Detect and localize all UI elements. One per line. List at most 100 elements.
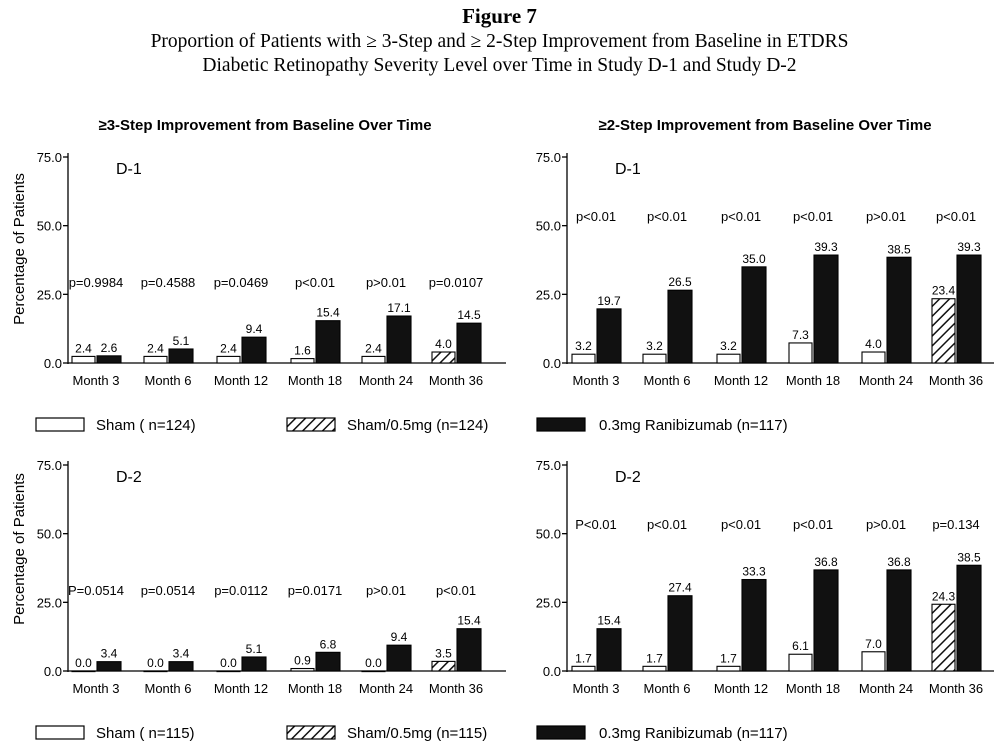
x-tick-label: Month 36 (429, 681, 483, 696)
data-label-sham: 0.0 (147, 656, 164, 670)
data-label-ranibizumab: 15.4 (457, 614, 481, 628)
p-value-label: p<0.01 (936, 209, 976, 224)
bar-ranibizumab (96, 355, 122, 364)
bar-sham (71, 670, 96, 673)
chart-d1-3-step: D-1 0.0 25.0 50.0 75.0 2.4 2.6 Month 3 p=0.9984 2… (37, 150, 506, 388)
x-tick-label: Month 6 (644, 373, 691, 388)
bar-sham (861, 351, 886, 364)
x-tick-label: Month 18 (288, 681, 342, 696)
data-label-sham: 7.3 (792, 328, 809, 342)
data-label-ranibizumab: 33.3 (742, 565, 766, 579)
legend-label-sham-05mg: Sham/0.5mg (n=124) (347, 417, 488, 434)
y-axis-label-top: Percentage of Patients (11, 173, 28, 325)
x-tick-label: Month 18 (288, 373, 342, 388)
x-tick-label: Month 12 (214, 373, 268, 388)
legend-swatch-sham (35, 725, 85, 740)
x-tick-label: Month 3 (573, 681, 620, 696)
bar-sham (861, 651, 886, 672)
legend-d2: Sham ( n=115) Sham/0.5mg (n=115) 0.3mg R… (35, 725, 788, 742)
bar-ranibizumab (241, 656, 267, 672)
y-axis-label-bottom: Percentage of Patients (11, 473, 28, 625)
data-label-sham: 1.7 (646, 651, 663, 665)
p-value-label: p=0.0112 (214, 583, 268, 598)
data-label-ranibizumab: 3.4 (101, 647, 118, 661)
data-label-sham: 0.0 (220, 656, 237, 670)
y-tick-label: 0.0 (44, 664, 62, 679)
data-label-ranibizumab: 6.8 (320, 637, 337, 651)
legend-label-ranibizumab: 0.3mg Ranibizumab (n=117) (599, 417, 788, 434)
figure-caption-line-1: Proportion of Patients with ≥ 3-Step and… (150, 31, 849, 52)
bar-ranibizumab (956, 564, 982, 672)
y-tick-label: 25.0 (37, 595, 62, 610)
bar-ranibizumab (741, 578, 767, 672)
bar-sham-05mg (431, 351, 456, 364)
legend-label-sham-05mg: Sham/0.5mg (n=115) (347, 725, 487, 742)
bar-ranibizumab (596, 308, 622, 364)
bar-ranibizumab (386, 644, 412, 672)
data-label-sham: 4.0 (435, 337, 452, 351)
bar-sham (290, 667, 315, 672)
data-label-sham: 3.2 (720, 339, 737, 353)
p-value-label: p<0.01 (295, 275, 335, 290)
data-label-ranibizumab: 2.6 (101, 341, 118, 355)
bar-sham (788, 653, 813, 672)
legend-label-sham: Sham ( n=124) (96, 417, 196, 434)
data-label-ranibizumab: 9.4 (391, 630, 408, 644)
data-label-ranibizumab: 15.4 (316, 306, 340, 320)
p-value-label: p<0.01 (436, 583, 476, 598)
bar-ranibizumab (386, 315, 412, 364)
data-label-ranibizumab: 19.7 (597, 294, 621, 308)
x-tick-label: Month 3 (573, 373, 620, 388)
legend-d1: Sham ( n=124) Sham/0.5mg (n=124) 0.3mg R… (35, 417, 788, 434)
bar-ranibizumab (168, 661, 194, 672)
y-tick-label: 75.0 (37, 150, 62, 165)
legend-swatch-ranibizumab (536, 725, 586, 740)
bar-sham (571, 665, 596, 672)
data-label-ranibizumab: 36.8 (814, 555, 838, 569)
legend-label-sham: Sham ( n=115) (96, 725, 195, 742)
data-label-ranibizumab: 38.5 (957, 550, 981, 564)
p-value-label: p<0.01 (647, 209, 687, 224)
data-label-ranibizumab: 5.1 (246, 642, 263, 656)
data-label-ranibizumab: 39.3 (957, 240, 981, 254)
x-tick-label: Month 24 (859, 373, 913, 388)
bar-ranibizumab (596, 628, 622, 672)
legend-swatch-sham (35, 417, 85, 432)
study-label: D-2 (615, 469, 641, 486)
data-label-ranibizumab: 3.4 (173, 647, 190, 661)
legend-swatch-sham-05mg (286, 417, 336, 432)
p-value-label: p>0.01 (866, 209, 906, 224)
x-tick-label: Month 24 (359, 373, 413, 388)
y-tick-label: 50.0 (536, 527, 561, 542)
column-header-3-step: ≥3-Step Improvement from Baseline Over T… (98, 117, 431, 134)
p-value-label: p<0.01 (721, 517, 761, 532)
data-label-ranibizumab: 35.0 (742, 252, 766, 266)
x-tick-label: Month 24 (359, 681, 413, 696)
p-value-label: P=0.0514 (68, 583, 124, 598)
study-label: D-1 (116, 161, 142, 178)
data-label-sham: 7.0 (865, 637, 882, 651)
data-label-sham: 0.0 (75, 656, 92, 670)
bar-sham-05mg (431, 660, 456, 672)
p-value-label: p<0.01 (721, 209, 761, 224)
bar-ranibizumab (667, 595, 693, 672)
data-label-sham: 4.0 (865, 337, 882, 351)
bar-sham-05mg (931, 603, 956, 672)
data-label-ranibizumab: 14.5 (457, 308, 481, 322)
bar-sham (143, 355, 168, 364)
x-tick-label: Month 18 (786, 373, 840, 388)
p-value-label: p=0.134 (932, 517, 979, 532)
data-label-sham: 2.4 (365, 341, 382, 355)
bar-ranibizumab (667, 289, 693, 364)
figure-title: Figure 7 (462, 4, 537, 28)
data-label-ranibizumab: 26.5 (668, 275, 692, 289)
x-tick-label: Month 12 (214, 681, 268, 696)
bar-ranibizumab (168, 348, 194, 364)
figure-caption-line-2: Diabetic Retinopathy Severity Level over… (202, 55, 797, 76)
bar-sham (716, 665, 741, 672)
p-value-label: p<0.01 (576, 209, 616, 224)
y-tick-label: 50.0 (536, 219, 561, 234)
study-label: D-2 (116, 469, 142, 486)
data-label-ranibizumab: 5.1 (173, 334, 190, 348)
